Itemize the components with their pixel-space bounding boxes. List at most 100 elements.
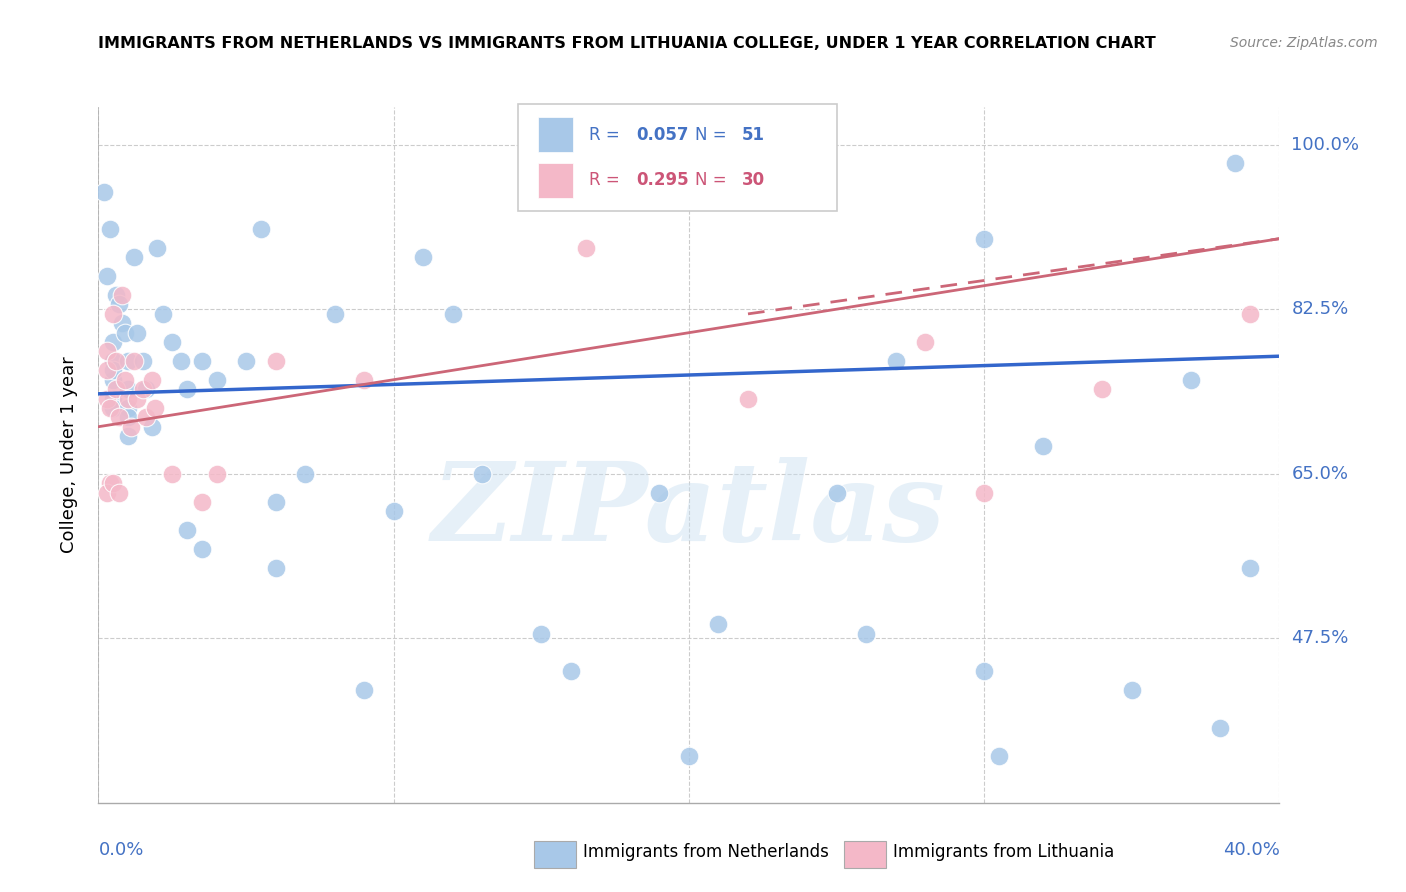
Text: 0.057: 0.057: [636, 126, 689, 144]
Point: [973, 485, 995, 500]
Point: [103, 307, 125, 321]
Point: [162, 335, 183, 350]
Point: [855, 626, 877, 640]
Point: [111, 316, 134, 330]
Text: 82.5%: 82.5%: [1291, 301, 1348, 318]
Point: [146, 241, 169, 255]
Point: [1180, 373, 1202, 387]
Text: 40.0%: 40.0%: [1223, 841, 1279, 859]
Point: [176, 382, 198, 396]
Point: [96, 485, 118, 500]
Point: [143, 401, 166, 415]
Point: [678, 748, 700, 763]
Point: [250, 222, 273, 236]
Text: Immigrants from Netherlands: Immigrants from Netherlands: [583, 843, 830, 861]
Point: [103, 354, 125, 368]
Point: [141, 419, 163, 434]
Point: [108, 297, 131, 311]
Point: [205, 373, 228, 387]
Bar: [537, 117, 574, 153]
Point: [117, 354, 139, 368]
Point: [648, 485, 671, 500]
Point: [235, 354, 257, 368]
Point: [176, 523, 198, 537]
Point: [1209, 721, 1232, 735]
Point: [93, 185, 115, 199]
Point: [125, 326, 148, 340]
Point: [1239, 307, 1261, 321]
Point: [117, 410, 139, 425]
Point: [737, 392, 759, 406]
Text: 47.5%: 47.5%: [1291, 629, 1348, 648]
Text: 30: 30: [742, 171, 765, 189]
Point: [574, 241, 596, 255]
Point: [152, 307, 174, 321]
Point: [98, 476, 121, 491]
Point: [98, 222, 121, 236]
Point: [205, 467, 228, 481]
Point: [264, 560, 287, 574]
Point: [111, 288, 134, 302]
Point: [353, 683, 375, 698]
Point: [162, 467, 183, 481]
Point: [103, 335, 125, 350]
Point: [105, 354, 128, 368]
Point: [1091, 382, 1114, 396]
Point: [1032, 438, 1054, 452]
Point: [973, 664, 995, 678]
Point: [103, 363, 125, 377]
Text: Immigrants from Lithuania: Immigrants from Lithuania: [893, 843, 1114, 861]
Point: [353, 373, 375, 387]
Point: [412, 251, 434, 265]
Point: [108, 410, 131, 425]
Text: Source: ZipAtlas.com: Source: ZipAtlas.com: [1230, 36, 1378, 50]
Point: [1121, 683, 1143, 698]
Point: [108, 485, 131, 500]
Point: [105, 288, 128, 302]
Point: [1223, 156, 1246, 170]
Text: 65.0%: 65.0%: [1291, 465, 1348, 483]
Text: 51: 51: [742, 126, 765, 144]
Point: [132, 382, 155, 396]
Point: [191, 495, 214, 509]
Text: R =: R =: [589, 171, 624, 189]
Point: [117, 429, 139, 443]
Point: [294, 467, 316, 481]
Point: [125, 392, 148, 406]
Point: [191, 354, 214, 368]
Point: [103, 392, 125, 406]
Point: [530, 626, 553, 640]
Point: [98, 401, 121, 415]
Point: [323, 307, 346, 321]
Text: ZIPatlas: ZIPatlas: [432, 457, 946, 565]
Point: [987, 748, 1010, 763]
Point: [117, 382, 139, 396]
Point: [191, 541, 214, 556]
Point: [914, 335, 936, 350]
FancyBboxPatch shape: [517, 103, 837, 211]
Point: [105, 382, 128, 396]
Point: [96, 344, 118, 359]
Point: [103, 373, 125, 387]
Point: [114, 373, 136, 387]
Point: [96, 363, 118, 377]
Text: 0.0%: 0.0%: [98, 841, 143, 859]
Point: [264, 354, 287, 368]
Point: [560, 664, 582, 678]
Point: [1239, 560, 1261, 574]
Point: [382, 504, 405, 518]
Point: [96, 269, 118, 284]
Point: [264, 495, 287, 509]
Point: [114, 326, 136, 340]
Text: 100.0%: 100.0%: [1291, 136, 1360, 153]
Text: 0.295: 0.295: [636, 171, 689, 189]
Bar: [537, 162, 574, 198]
Point: [973, 232, 995, 246]
Point: [122, 251, 145, 265]
Point: [471, 467, 494, 481]
Point: [103, 401, 125, 415]
Point: [441, 307, 464, 321]
Text: N =: N =: [695, 171, 731, 189]
Point: [170, 354, 193, 368]
Point: [884, 354, 907, 368]
